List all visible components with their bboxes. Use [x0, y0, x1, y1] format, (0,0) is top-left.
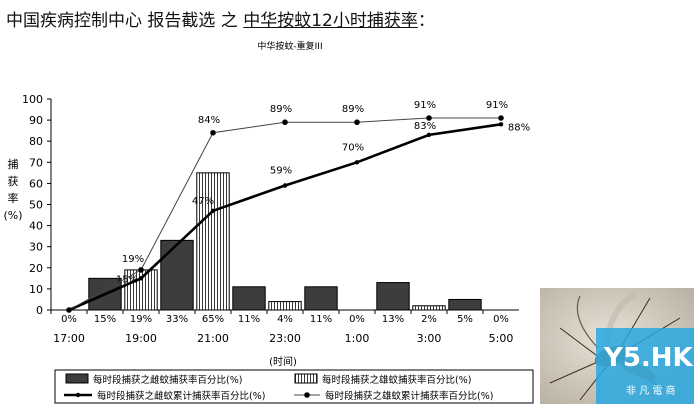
legend-female-line-marker — [75, 392, 81, 398]
y-tick-label: 10 — [29, 283, 43, 296]
male-cumulative-point — [210, 129, 216, 136]
legend-box — [54, 369, 534, 404]
female-bar — [304, 286, 338, 311]
bar-value-label: 0% — [61, 314, 77, 325]
x-axis-label: (时间) — [269, 355, 297, 368]
y-tick-label: 0 — [36, 304, 43, 317]
female-cumulative-label: 47% — [192, 196, 214, 207]
x-tick-label: 3:00 — [417, 332, 442, 345]
bar-value-label: 19% — [130, 314, 152, 325]
y-tick-label: 90 — [29, 114, 43, 127]
bar-value-label: 2% — [421, 314, 437, 325]
heading-link[interactable]: 中华按蚊12小时捕获率 — [243, 11, 418, 31]
female-bar — [376, 282, 410, 311]
female-bar — [232, 286, 266, 311]
heading-suffix: ： — [417, 11, 435, 31]
y-tick-label: 60 — [29, 177, 43, 190]
bar-value-label: 11% — [310, 314, 332, 325]
x-tick-label: 19:00 — [125, 332, 157, 345]
male-cumulative-point — [282, 119, 288, 126]
female-cumulative-point — [138, 276, 144, 281]
y-axis-label: 率 — [8, 191, 19, 205]
female-bar — [160, 239, 194, 311]
legend-male-bar-label: 每时段捕获之雄蚊捕获率百分比(%) — [322, 374, 471, 386]
female-cumulative-label: 88% — [508, 122, 530, 133]
male-cumulative-label: 84% — [198, 115, 220, 126]
x-tick-label: 21:00 — [197, 332, 229, 345]
male-cumulative-label: 89% — [342, 104, 364, 115]
female-cumulative-label: 83% — [414, 121, 436, 132]
legend-male-bar-swatch — [294, 373, 318, 384]
male-cumulative-point — [354, 119, 360, 126]
male-cumulative-point — [426, 115, 432, 121]
mosquito-image: Y5.HK 非 凡 電 商 — [540, 288, 694, 404]
bar-value-label: 15% — [94, 314, 116, 325]
photo-watermark: Y5.HK — [603, 343, 694, 373]
male-bar — [196, 172, 230, 311]
male-cumulative-point — [138, 267, 144, 273]
female-cumulative-point — [354, 160, 360, 165]
legend-female-line-label: 每时段捕获之雌蚊累计捕获率百分比(%) — [97, 390, 265, 402]
male-bar — [268, 301, 302, 311]
female-cumulative-point — [210, 208, 216, 214]
male-cumulative-label: 89% — [270, 104, 292, 115]
y-tick-label: 30 — [29, 241, 43, 254]
bar-value-label: 0% — [349, 314, 365, 325]
legend-female-bar-label: 每时段捕获之雌蚊捕获率百分比(%) — [93, 374, 242, 386]
heading-prefix: 中国疾病控制中心 报告截选 之 — [6, 11, 244, 31]
bar-value-label: 5% — [457, 314, 473, 325]
y-tick-label: 50 — [29, 199, 43, 212]
y-axis-label: 获 — [8, 175, 19, 188]
legend-male-line-label: 每时段捕获之雄蚊累计捕获率百分比(%) — [325, 390, 493, 402]
mosquito-photo: Y5.HK 非 凡 電 商 — [540, 288, 694, 404]
female-cumulative-point — [426, 132, 432, 138]
y-axis-label: 捕 — [8, 157, 19, 171]
female-cumulative-label: 70% — [342, 142, 364, 153]
legend-female-bar-swatch — [65, 373, 89, 384]
male-cumulative-point — [498, 115, 504, 121]
female-cumulative-point — [282, 183, 288, 188]
bar-value-label: 33% — [166, 314, 188, 325]
male-bar — [412, 305, 446, 311]
female-cumulative-label: 15% — [116, 274, 138, 285]
male-cumulative-label: 91% — [414, 100, 436, 111]
female-cumulative-label: 59% — [270, 166, 292, 177]
legend-male-line-marker — [304, 392, 310, 398]
page-heading: 中国疾病控制中心 报告截选 之 中华按蚊12小时捕获率： — [6, 6, 435, 31]
photo-caption: 非 凡 電 商 — [626, 384, 676, 397]
bar-value-label: 11% — [238, 314, 260, 325]
female-cumulative-point — [498, 122, 504, 127]
y-axis-label: (%) — [3, 209, 22, 222]
x-tick-label: 1:00 — [345, 332, 370, 345]
bar-value-label: 65% — [202, 314, 224, 325]
male-cumulative-label: 91% — [486, 100, 508, 111]
bar-value-label: 13% — [382, 314, 404, 325]
male-cumulative-label: 19% — [122, 254, 144, 265]
x-tick-label: 23:00 — [269, 332, 301, 345]
male-cumulative-point — [66, 307, 72, 313]
y-tick-label: 70 — [29, 156, 43, 169]
y-tick-label: 100 — [22, 93, 43, 106]
x-tick-label: 5:00 — [489, 332, 514, 345]
female-bar — [448, 298, 482, 311]
chart-title: 中华按蚊-重复III — [257, 40, 322, 52]
bar-value-label: 0% — [493, 314, 509, 325]
x-tick-label: 17:00 — [53, 332, 85, 345]
y-tick-label: 80 — [29, 135, 43, 148]
y-tick-label: 40 — [29, 220, 43, 233]
bar-value-label: 4% — [277, 314, 293, 325]
y-tick-label: 20 — [29, 262, 43, 275]
